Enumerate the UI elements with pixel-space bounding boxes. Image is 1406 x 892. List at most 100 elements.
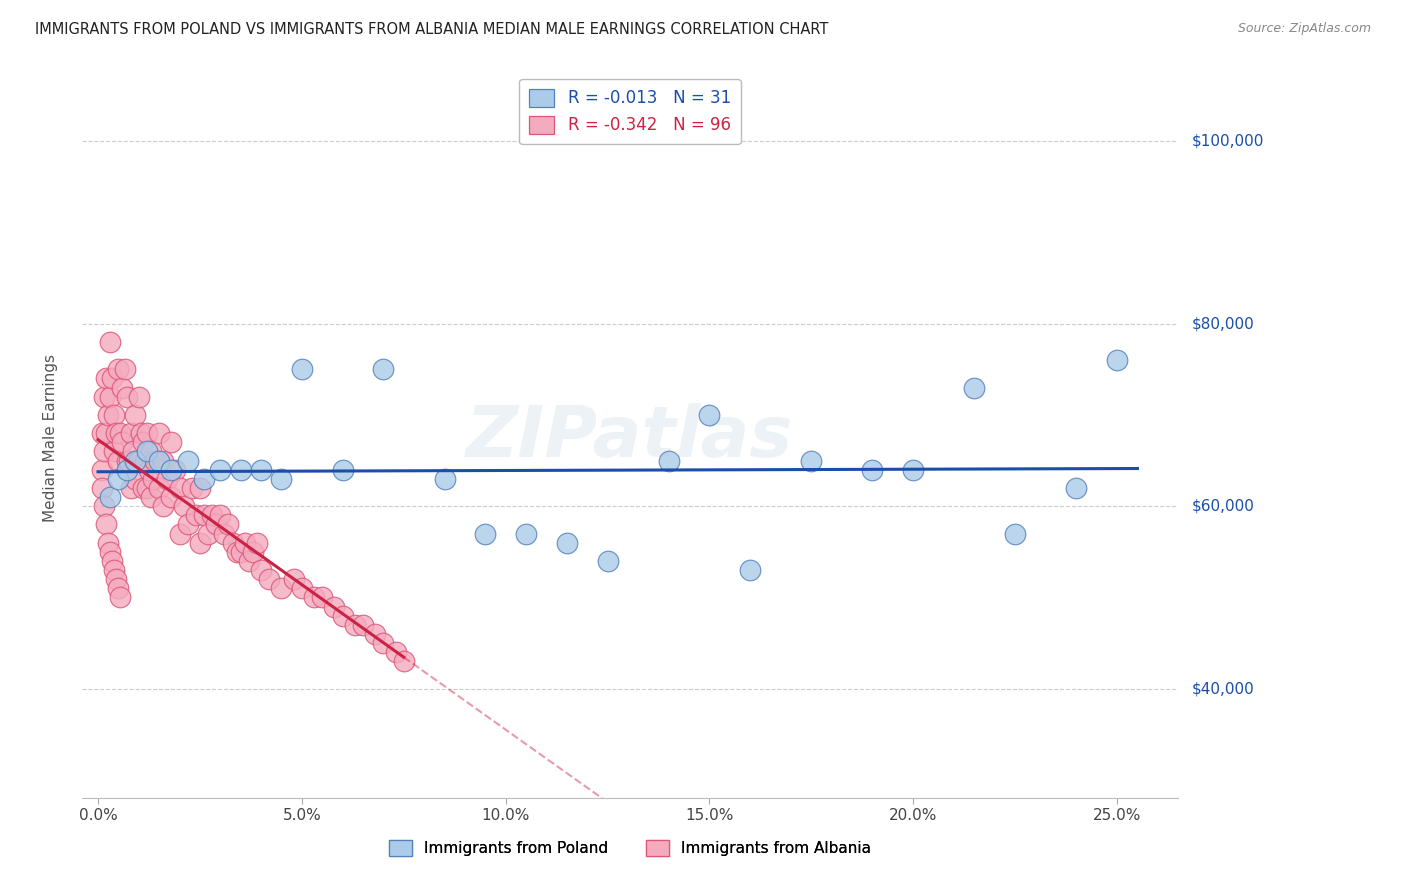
Point: [98, 390, 121, 404]
Point: [184, 508, 207, 523]
Point: [209, 508, 232, 523]
Point: [160, 463, 183, 477]
Point: [238, 554, 260, 568]
Point: [103, 408, 125, 422]
Point: [177, 517, 200, 532]
Point: [101, 554, 124, 568]
Point: [105, 426, 128, 441]
Point: [120, 426, 142, 441]
Point: [98, 334, 121, 349]
Point: [169, 526, 191, 541]
Y-axis label: Median Male Earnings: Median Male Earnings: [44, 354, 58, 522]
Text: $100,000: $100,000: [1192, 134, 1264, 149]
Point: [173, 499, 195, 513]
Point: [169, 481, 191, 495]
Text: $80,000: $80,000: [1192, 317, 1254, 331]
Point: [97, 535, 120, 549]
Point: [110, 426, 132, 441]
Point: [120, 481, 142, 495]
Point: [270, 581, 292, 595]
Point: [963, 381, 986, 395]
Point: [136, 481, 159, 495]
Point: [291, 581, 314, 595]
Point: [250, 463, 273, 477]
Point: [197, 526, 219, 541]
Point: [96, 426, 118, 441]
Point: [343, 617, 366, 632]
Point: [596, 554, 619, 568]
Point: [311, 591, 333, 605]
Point: [474, 526, 496, 541]
Point: [392, 654, 415, 668]
Point: [148, 426, 170, 441]
Point: [105, 572, 128, 586]
Point: [160, 435, 183, 450]
Point: [98, 490, 121, 504]
Point: [193, 508, 215, 523]
Point: [373, 362, 395, 376]
Point: [107, 581, 129, 595]
Point: [117, 453, 139, 467]
Point: [111, 381, 134, 395]
Point: [142, 472, 165, 486]
Text: $40,000: $40,000: [1192, 681, 1254, 696]
Point: [193, 472, 215, 486]
Point: [291, 362, 314, 376]
Point: [132, 435, 155, 450]
Point: [302, 591, 325, 605]
Point: [221, 535, 243, 549]
Point: [658, 453, 681, 467]
Point: [156, 472, 179, 486]
Point: [152, 453, 174, 467]
Point: [205, 517, 228, 532]
Point: [124, 408, 146, 422]
Text: IMMIGRANTS FROM POLAND VS IMMIGRANTS FROM ALBANIA MEDIAN MALE EARNINGS CORRELATI: IMMIGRANTS FROM POLAND VS IMMIGRANTS FRO…: [35, 22, 828, 37]
Point: [699, 408, 721, 422]
Point: [111, 435, 134, 450]
Text: Source: ZipAtlas.com: Source: ZipAtlas.com: [1237, 22, 1371, 36]
Point: [110, 591, 132, 605]
Point: [283, 572, 305, 586]
Point: [134, 453, 156, 467]
Point: [128, 453, 150, 467]
Point: [257, 572, 280, 586]
Point: [97, 408, 120, 422]
Point: [225, 545, 247, 559]
Point: [214, 526, 236, 541]
Point: [177, 453, 200, 467]
Point: [115, 463, 138, 477]
Point: [125, 453, 148, 467]
Point: [96, 371, 118, 385]
Point: [138, 463, 160, 477]
Point: [555, 535, 578, 549]
Point: [107, 453, 129, 467]
Point: [165, 463, 187, 477]
Point: [101, 371, 124, 385]
Point: [91, 463, 114, 477]
Point: [143, 453, 166, 467]
Point: [98, 545, 121, 559]
Point: [107, 472, 129, 486]
Text: ZIPatlas: ZIPatlas: [467, 403, 793, 472]
Point: [136, 444, 159, 458]
Point: [250, 563, 273, 577]
Point: [91, 426, 114, 441]
Text: $60,000: $60,000: [1192, 499, 1256, 514]
Point: [740, 563, 762, 577]
Point: [103, 563, 125, 577]
Point: [124, 472, 146, 486]
Point: [91, 481, 114, 495]
Point: [148, 481, 170, 495]
Point: [800, 453, 823, 467]
Point: [107, 362, 129, 376]
Point: [124, 453, 146, 467]
Point: [862, 463, 884, 477]
Point: [114, 362, 136, 376]
Point: [93, 390, 115, 404]
Point: [148, 453, 170, 467]
Point: [1004, 526, 1026, 541]
Point: [903, 463, 925, 477]
Point: [160, 490, 183, 504]
Point: [201, 508, 224, 523]
Point: [93, 499, 115, 513]
